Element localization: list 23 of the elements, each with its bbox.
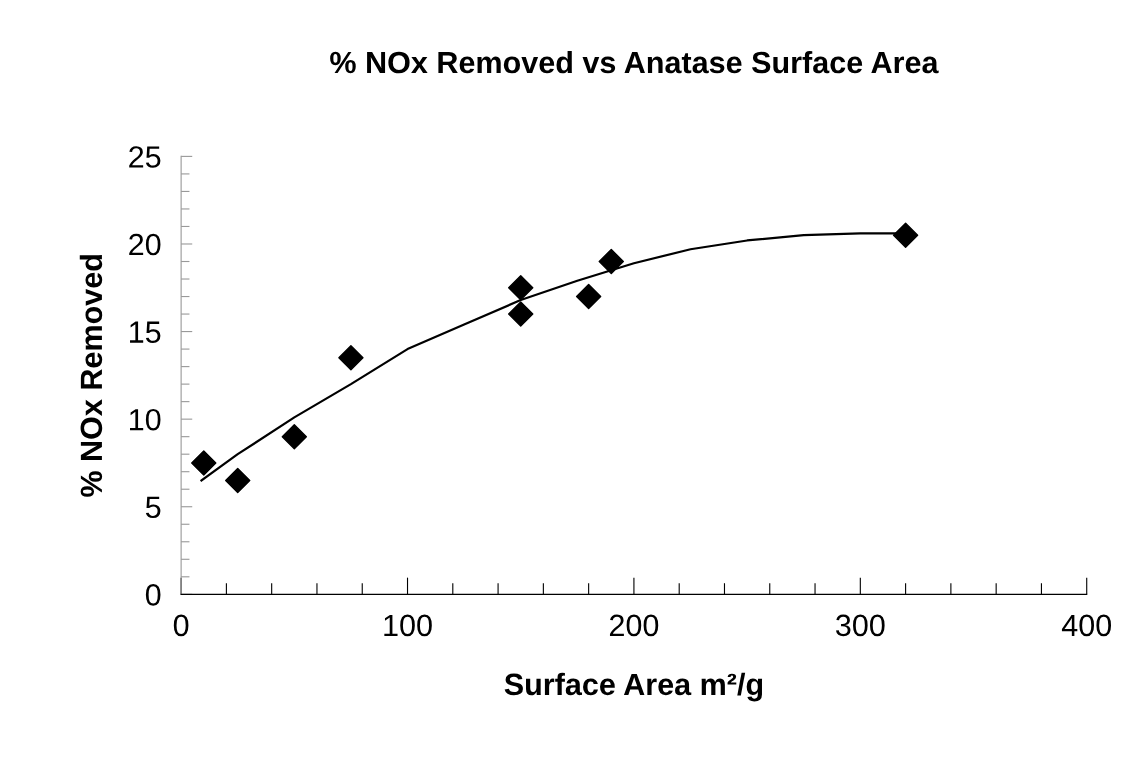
y-tick-label: 5 <box>145 496 161 519</box>
point <box>598 248 625 275</box>
y-tick-label: 0 <box>145 584 161 606</box>
point <box>507 301 534 327</box>
y-tick-label: 15 <box>130 321 161 343</box>
point <box>507 275 534 301</box>
point <box>575 283 602 310</box>
point <box>281 423 308 450</box>
point <box>338 345 364 371</box>
x-tick-label: 100 <box>384 614 432 637</box>
point <box>191 450 217 476</box>
x-tick-label: 300 <box>836 614 885 637</box>
chart-title: % NOx Removed vs Anatase Surface Area <box>330 50 939 74</box>
x-axis-title: Surface Area m²/g <box>504 672 763 702</box>
point <box>892 222 919 248</box>
y-tick-label: 10 <box>130 408 161 431</box>
y-axis-title: % NOx Removed <box>79 255 103 497</box>
x-tick-label: 0 <box>173 614 189 637</box>
point <box>224 467 251 494</box>
x-tick-label: 400 <box>1061 614 1112 637</box>
x-tick-label: 200 <box>609 614 659 637</box>
y-tick-label: 25 <box>129 146 161 168</box>
y-tick-label: 20 <box>129 233 161 256</box>
